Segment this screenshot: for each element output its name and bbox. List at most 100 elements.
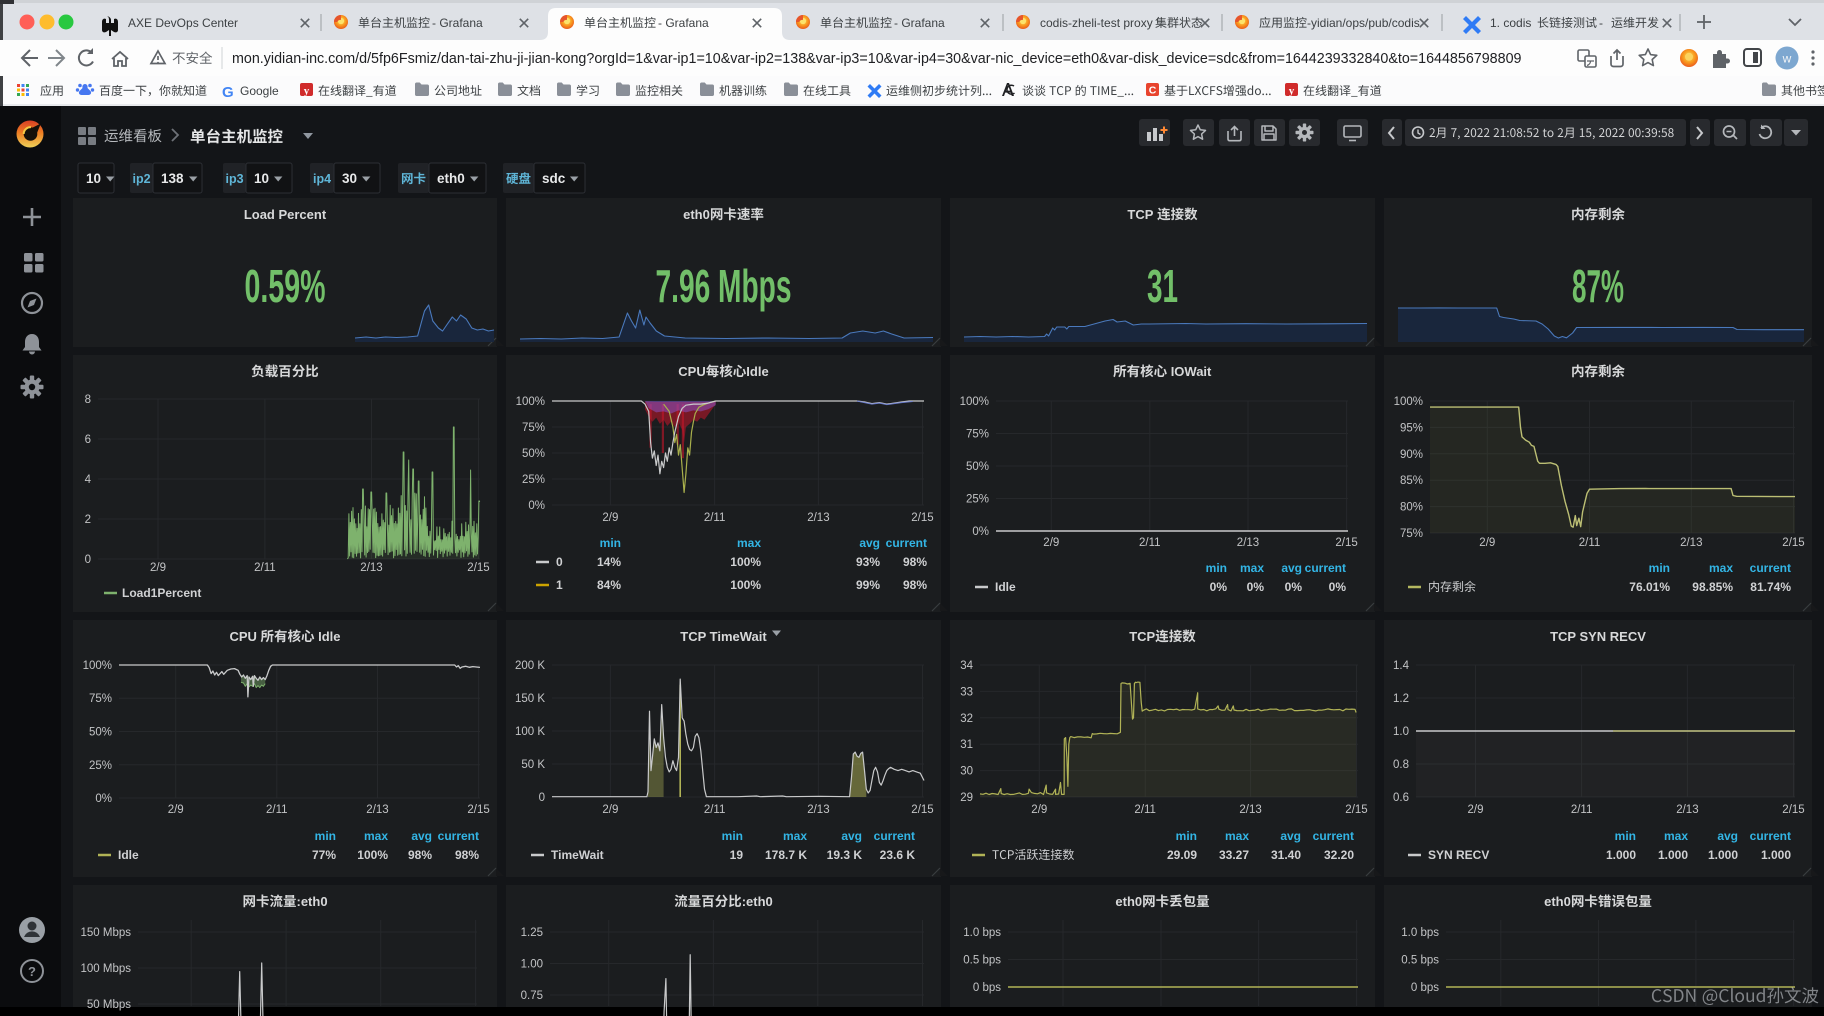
svg-text:TCP SYN RECV: TCP SYN RECV — [1550, 629, 1646, 644]
svg-text:2/11: 2/11 — [704, 804, 726, 816]
svg-text:32: 32 — [960, 713, 973, 725]
svg-text:2/15: 2/15 — [1335, 537, 1357, 549]
svg-text:2: 2 — [85, 514, 91, 526]
svg-text:- Grafana: - Grafana — [658, 16, 709, 30]
svg-text:ip4: ip4 — [313, 172, 331, 186]
svg-text::eth0: :eth0 — [297, 894, 328, 909]
svg-text:1.0 bps: 1.0 bps — [1401, 927, 1439, 939]
svg-text:98%: 98% — [903, 578, 927, 592]
svg-text:50%: 50% — [966, 461, 989, 473]
svg-text:max: max — [1664, 829, 1688, 843]
svg-text:1.4: 1.4 — [1393, 660, 1410, 672]
svg-text:current: current — [1750, 561, 1791, 575]
svg-text:Idle: Idle — [995, 580, 1016, 594]
svg-text:75%: 75% — [1400, 528, 1423, 540]
svg-text:84%: 84% — [597, 578, 621, 592]
svg-text:AXE DevOps Center: AXE DevOps Center — [128, 16, 238, 30]
svg-text:100%: 100% — [357, 848, 388, 862]
svg-text::eth0: :eth0 — [742, 894, 773, 909]
svg-text:0%: 0% — [528, 500, 545, 512]
svg-text:98%: 98% — [408, 848, 432, 862]
svg-text:y: y — [1289, 85, 1295, 97]
svg-text:0.8: 0.8 — [1393, 759, 1409, 771]
svg-text:2/9: 2/9 — [168, 804, 184, 816]
svg-text:90%: 90% — [1400, 449, 1423, 461]
svg-text:2/13: 2/13 — [360, 562, 382, 574]
svg-text:2/13: 2/13 — [807, 512, 829, 524]
svg-text:80%: 80% — [1400, 502, 1423, 514]
svg-text:Idle: Idle — [318, 629, 340, 644]
svg-text:50 K: 50 K — [521, 759, 545, 771]
svg-text:1.0 bps: 1.0 bps — [963, 927, 1001, 939]
svg-text:current: current — [874, 829, 915, 843]
svg-text:current: current — [1313, 829, 1354, 843]
svg-text:200 K: 200 K — [515, 660, 545, 672]
svg-text:eth0: eth0 — [1115, 894, 1142, 909]
svg-text:2/9: 2/9 — [602, 804, 618, 816]
svg-text:avg: avg — [859, 536, 880, 550]
svg-text:TCP TimeWait: TCP TimeWait — [680, 629, 767, 644]
svg-text:Load Percent: Load Percent — [244, 207, 327, 222]
svg-text:codis-zheli-test proxy: codis-zheli-test proxy — [1040, 16, 1153, 30]
svg-text:2/11: 2/11 — [266, 804, 288, 816]
svg-text:2/9: 2/9 — [1479, 537, 1495, 549]
svg-text:current: current — [1750, 829, 1791, 843]
svg-text:75%: 75% — [522, 422, 545, 434]
svg-text:1.25: 1.25 — [521, 927, 543, 939]
svg-text:Load1Percent: Load1Percent — [122, 586, 201, 600]
svg-text:sdc: sdc — [542, 171, 566, 186]
svg-text:0%: 0% — [1329, 580, 1347, 594]
svg-text:0.5 bps: 0.5 bps — [1401, 955, 1439, 967]
svg-text:2/15: 2/15 — [1782, 537, 1804, 549]
svg-text:150 K: 150 K — [515, 693, 545, 705]
svg-text:min: min — [600, 536, 621, 550]
svg-text:138: 138 — [161, 171, 184, 186]
svg-text:2/9: 2/9 — [1468, 804, 1484, 816]
svg-text:178.7 K: 178.7 K — [765, 848, 807, 862]
svg-text:98%: 98% — [903, 555, 927, 569]
svg-text:avg: avg — [841, 829, 862, 843]
svg-text:min: min — [315, 829, 336, 843]
svg-text:30: 30 — [960, 766, 973, 778]
svg-text:33.27: 33.27 — [1219, 848, 1249, 862]
svg-text:33: 33 — [960, 686, 973, 698]
svg-text:31.40: 31.40 — [1271, 848, 1301, 862]
svg-text:0.6: 0.6 — [1393, 792, 1409, 804]
svg-text:CPU: CPU — [678, 364, 705, 379]
svg-text:100%: 100% — [1394, 396, 1423, 408]
svg-text:1.0: 1.0 — [1393, 726, 1409, 738]
svg-text:0: 0 — [556, 555, 563, 569]
svg-text:100%: 100% — [516, 396, 545, 408]
svg-text:max: max — [1709, 561, 1733, 575]
svg-text:81.74%: 81.74% — [1750, 580, 1791, 594]
svg-text:0 bps: 0 bps — [973, 982, 1001, 994]
svg-text:Idle: Idle — [746, 364, 768, 379]
svg-text:?: ? — [28, 964, 36, 979]
svg-text:current: current — [886, 536, 927, 550]
svg-text:2/11: 2/11 — [254, 562, 276, 574]
svg-text:2/13: 2/13 — [1680, 537, 1702, 549]
svg-text:2/15: 2/15 — [911, 804, 933, 816]
svg-text:19.3 K: 19.3 K — [827, 848, 863, 862]
svg-text:ip3: ip3 — [225, 172, 243, 186]
svg-text:1: 1 — [556, 578, 563, 592]
svg-text:0%: 0% — [972, 526, 989, 538]
svg-text:32.20: 32.20 — [1324, 848, 1354, 862]
svg-text:TimeWait: TimeWait — [551, 848, 604, 862]
svg-text:IOWait: IOWait — [1171, 364, 1212, 379]
svg-text:77%: 77% — [312, 848, 336, 862]
svg-text:2/9: 2/9 — [602, 512, 618, 524]
svg-text:1.000: 1.000 — [1708, 848, 1738, 862]
svg-text:34: 34 — [960, 660, 973, 672]
svg-text:Google: Google — [240, 84, 279, 98]
svg-text:100 Mbps: 100 Mbps — [80, 963, 131, 975]
svg-text:min: min — [1649, 561, 1670, 575]
svg-text:2/11: 2/11 — [1139, 537, 1161, 549]
svg-text:6: 6 — [85, 434, 91, 446]
svg-text:87%: 87% — [1572, 260, 1624, 312]
svg-text:31: 31 — [1147, 260, 1178, 312]
svg-text:current: current — [438, 829, 479, 843]
svg-text:min: min — [1176, 829, 1197, 843]
svg-text:2/13: 2/13 — [1676, 804, 1698, 816]
svg-text:max: max — [1225, 829, 1249, 843]
